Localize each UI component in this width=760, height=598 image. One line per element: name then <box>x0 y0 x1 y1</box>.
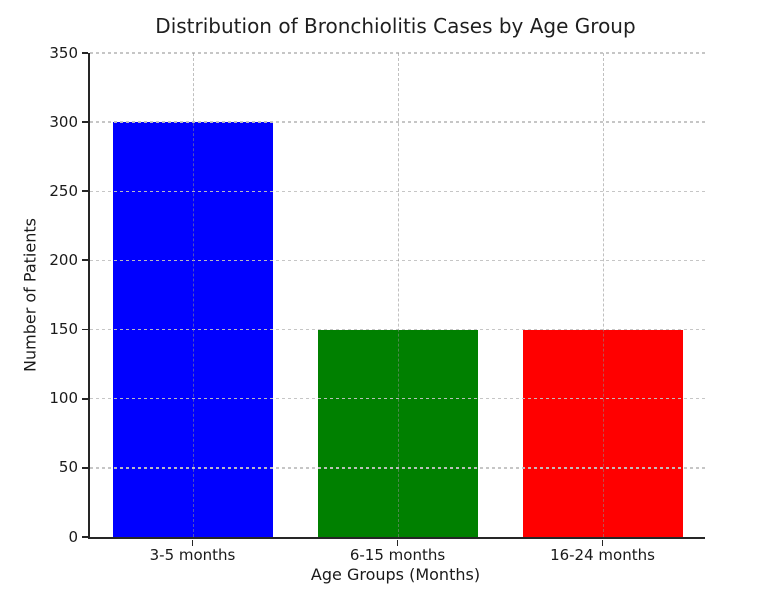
y-tick-label-50: 50 <box>58 458 78 477</box>
x-tick-label-3-5-months: 3-5 months <box>149 546 236 564</box>
h-gridline-50 <box>90 467 705 469</box>
chart-title: Distribution of Bronchiolitis Cases by A… <box>155 14 636 38</box>
v-gridline-1 <box>193 53 194 537</box>
x-tick-mark-3 <box>601 540 604 546</box>
y-tick-mark-50 <box>82 466 88 469</box>
h-gridline-300 <box>90 121 705 123</box>
y-axis-label: Number of Patients <box>20 218 40 372</box>
v-gridline-2 <box>398 53 399 537</box>
y-tick-mark-100 <box>82 397 88 400</box>
v-gridline-3 <box>603 53 604 537</box>
y-tick-label-0: 0 <box>68 527 78 546</box>
x-tick-label-6-15-months: 6-15 months <box>349 546 446 564</box>
y-tick-label-350: 350 <box>49 43 78 62</box>
h-gridline-100 <box>90 398 705 400</box>
y-tick-label-100: 100 <box>49 389 78 408</box>
x-axis-label: Age Groups (Months) <box>310 565 481 584</box>
y-tick-mark-250 <box>82 190 88 193</box>
y-tick-mark-0 <box>82 536 88 538</box>
x-tick-label-16-24-months: 16-24 months <box>550 546 655 564</box>
h-gridline-150 <box>90 328 705 331</box>
y-tick-mark-150 <box>82 328 88 331</box>
x-tick-mark-1 <box>191 540 194 546</box>
y-tick-mark-350 <box>82 52 88 54</box>
x-tick-mark-2 <box>396 540 399 546</box>
y-tick-label-200: 200 <box>49 250 78 269</box>
y-tick-mark-300 <box>82 121 88 123</box>
y-tick-label-150: 150 <box>49 320 78 339</box>
h-gridline-350 <box>90 52 705 54</box>
y-tick-mark-200 <box>82 259 88 262</box>
y-tick-label-250: 250 <box>49 181 78 200</box>
plot-area <box>88 52 705 539</box>
h-gridline-200 <box>90 259 705 262</box>
y-tick-label-300: 300 <box>49 112 78 131</box>
h-gridline-250 <box>90 190 705 192</box>
